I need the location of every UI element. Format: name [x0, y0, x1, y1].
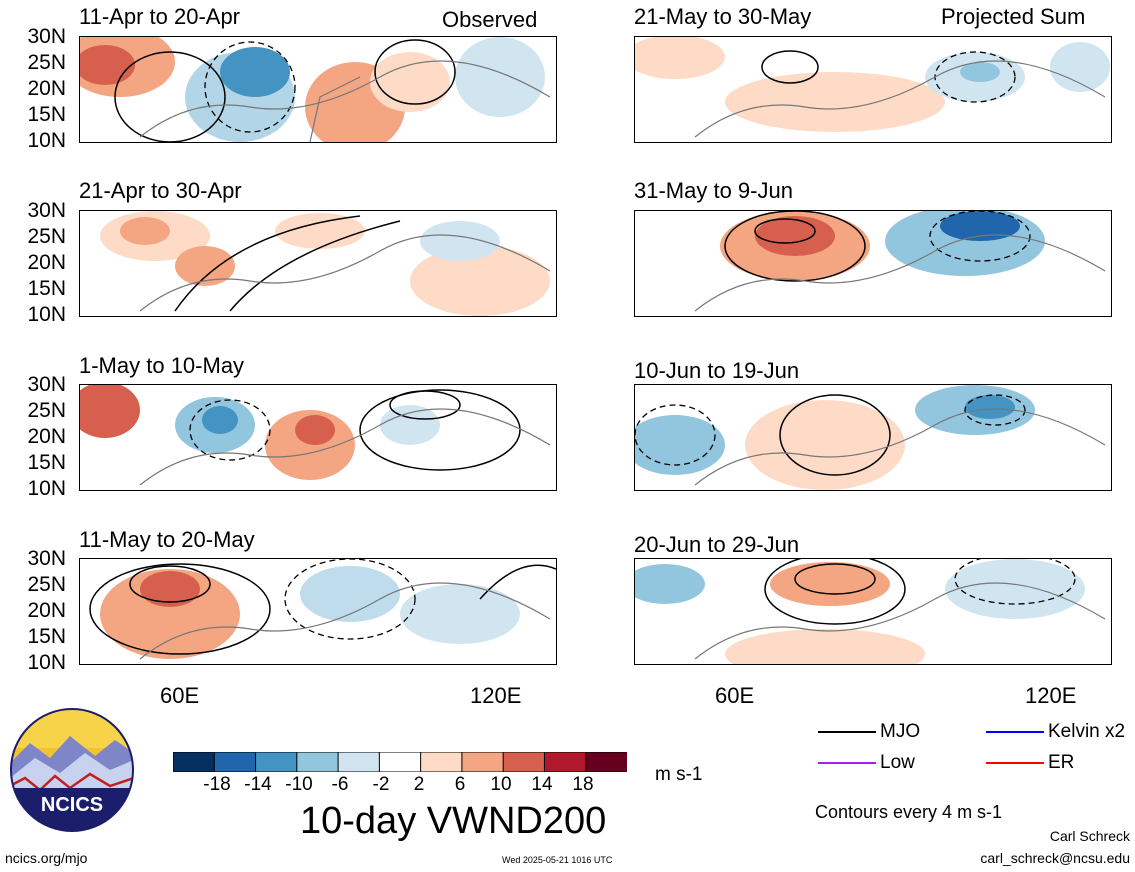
lon-label-left-60e: 60E	[160, 683, 200, 708]
map-panel-l1	[79, 36, 557, 143]
colorbar-tick-label: 10	[490, 774, 512, 795]
colorbar-swatch	[420, 751, 463, 773]
map-panel-r3	[634, 384, 1112, 491]
lat-label: 10N	[27, 129, 66, 152]
lon-label-left-120e: 120E	[470, 683, 522, 708]
lat-label: 20N	[27, 599, 66, 622]
footer-url[interactable]: ncics.org/mjo	[5, 850, 88, 866]
lat-label: 15N	[27, 625, 66, 648]
colorbar-swatch	[378, 751, 422, 773]
map-panel-l2	[79, 210, 557, 317]
map-panel-r1	[634, 36, 1112, 143]
footer-timestamp: Wed 2025-05-21 1016 UTC	[502, 855, 613, 865]
lat-label: 20N	[27, 425, 66, 448]
colorbar-tick-label: 6	[454, 774, 466, 795]
lat-label: 15N	[27, 277, 66, 300]
panel-title-r3: 10-Jun to 19-Jun	[634, 358, 800, 383]
contours-note: Contours every 4 m s-1	[815, 802, 1003, 822]
colorbar	[172, 751, 629, 773]
ncics-logo: NCICS	[10, 708, 134, 832]
colorbar-tick-label: -10	[285, 774, 313, 795]
legend-label-kelvin: Kelvin x2	[1048, 721, 1126, 742]
map-panel-r4	[634, 558, 1112, 665]
colorbar-tick-label: -14	[244, 774, 272, 795]
logo-text: NCICS	[41, 794, 103, 816]
panel-title-l3: 1-May to 10-May	[79, 353, 245, 378]
colorbar-swatch	[296, 751, 340, 773]
lat-label: 25N	[27, 399, 66, 422]
colorbar-swatch	[585, 751, 629, 773]
panel-title-l2: 21-Apr to 30-Apr	[79, 178, 242, 203]
colorbar-swatch	[172, 751, 216, 773]
lat-label: 20N	[27, 251, 66, 274]
panel-title-r4: 20-Jun to 29-Jun	[634, 532, 800, 557]
figure-title: 10-day VWND200	[300, 800, 607, 842]
panel-title-r1: 21-May to 30-May	[634, 4, 812, 29]
panel-title-r2: 31-May to 9-Jun	[634, 178, 793, 203]
colorbar-swatch	[543, 751, 587, 773]
lat-label: 25N	[27, 573, 66, 596]
colorbar-swatch	[337, 751, 381, 773]
lat-label: 30N	[27, 547, 66, 570]
footer-email[interactable]: carl_schreck@ncsu.edu	[980, 850, 1130, 866]
lat-label: 15N	[27, 103, 66, 126]
map-panel-r2	[634, 210, 1112, 317]
lat-label: 30N	[27, 199, 66, 222]
colorbar-swatch	[461, 751, 505, 773]
legend-label-er: ER	[1048, 752, 1075, 773]
legend-label-mjo: MJO	[880, 721, 921, 742]
panel-title-l4: 11-May to 20-May	[79, 527, 255, 552]
colorbar-units: m s-1	[655, 764, 703, 785]
legend-line-kelvin	[986, 731, 1044, 733]
colorbar-swatch	[255, 751, 298, 773]
lon-label-right-120e: 120E	[1025, 683, 1077, 708]
footer-author: Carl Schreck	[1049, 828, 1130, 844]
legend-line-mjo	[818, 731, 876, 733]
colorbar-tick-label: -2	[372, 774, 390, 795]
lat-label: 10N	[27, 651, 66, 674]
colorbar-swatch	[502, 751, 546, 773]
lat-label: 20N	[27, 77, 66, 100]
lat-label: 25N	[27, 51, 66, 74]
projected-sum-label: Projected Sum	[941, 4, 1086, 29]
lat-label: 15N	[27, 451, 66, 474]
legend-line-er	[986, 762, 1044, 764]
colorbar-tick-label: 14	[531, 774, 553, 795]
lat-label: 30N	[27, 373, 66, 396]
legend-label-low: Low	[880, 752, 915, 773]
lat-label: 10N	[27, 477, 66, 500]
lat-label: 10N	[27, 303, 66, 326]
legend-line-low	[818, 762, 876, 764]
lat-label: 25N	[27, 225, 66, 248]
lon-label-right-60e: 60E	[715, 683, 755, 708]
colorbar-tick-label: 2	[413, 774, 425, 795]
map-panel-l4	[79, 558, 557, 665]
observed-label: Observed	[442, 7, 538, 32]
colorbar-tick-label: -18	[203, 774, 231, 795]
colorbar-swatch	[213, 751, 257, 773]
colorbar-tick-label: 18	[572, 774, 594, 795]
lat-label: 30N	[27, 25, 66, 48]
map-panel-l3	[79, 384, 557, 491]
panel-title-l1: 11-Apr to 20-Apr	[79, 4, 241, 29]
colorbar-tick-label: -6	[331, 774, 349, 795]
